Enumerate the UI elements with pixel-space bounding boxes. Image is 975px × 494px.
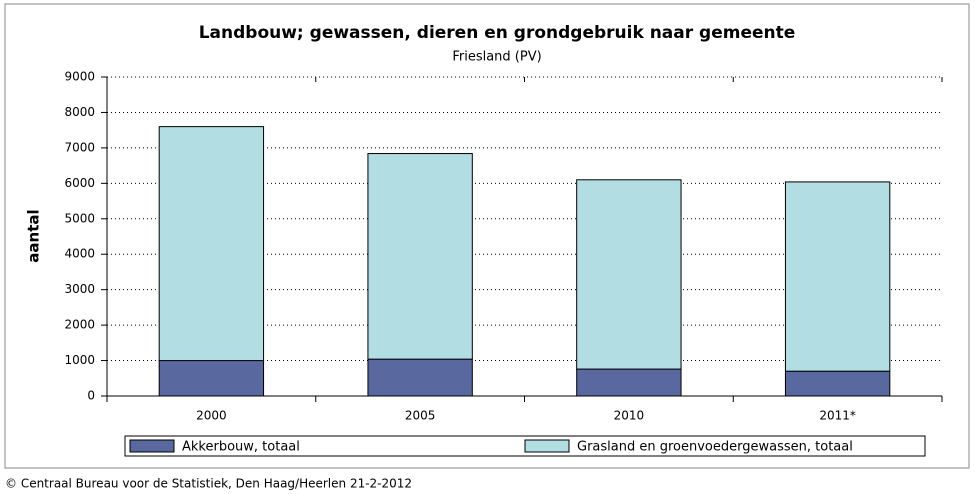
bar-segment [158, 126, 265, 362]
y-tick-label: 7000 [64, 140, 95, 154]
bar-segment [784, 181, 891, 372]
y-tick-label: 3000 [64, 282, 95, 296]
y-axis-label: aantal [25, 209, 43, 262]
y-tick-label: 6000 [64, 176, 95, 190]
legend-label: Akkerbouw, totaal [182, 440, 300, 455]
chart-title: Landbouw; gewassen, dieren en grondgebru… [199, 23, 796, 43]
bar-segment [367, 153, 473, 360]
y-tick-label: 1000 [64, 353, 95, 367]
y-tick-label: 2000 [64, 318, 95, 332]
y-tick-label: 0 [87, 389, 95, 403]
bar-segment [576, 368, 682, 397]
bar-segment [158, 360, 265, 397]
y-tick-label: 4000 [64, 247, 95, 261]
x-tick-label: 2011* [819, 409, 856, 423]
x-tick-label: 2000 [196, 409, 227, 423]
bar-segment [367, 358, 473, 397]
x-tick-label: 2010 [614, 409, 645, 423]
chart-subtitle: Friesland (PV) [452, 50, 541, 65]
source-note: © Centraal Bureau voor de Statistiek, De… [5, 477, 412, 491]
legend-swatch [524, 439, 570, 453]
legend-label: Grasland en groenvoedergewassen, totaal [577, 440, 853, 455]
y-tick-label: 8000 [64, 105, 95, 119]
bar-segment [784, 370, 891, 397]
bar-segment [576, 179, 682, 370]
legend-swatch [129, 439, 175, 453]
x-tick-label: 2005 [405, 409, 436, 423]
y-tick-label: 5000 [64, 211, 95, 225]
y-tick-label: 9000 [64, 70, 95, 84]
